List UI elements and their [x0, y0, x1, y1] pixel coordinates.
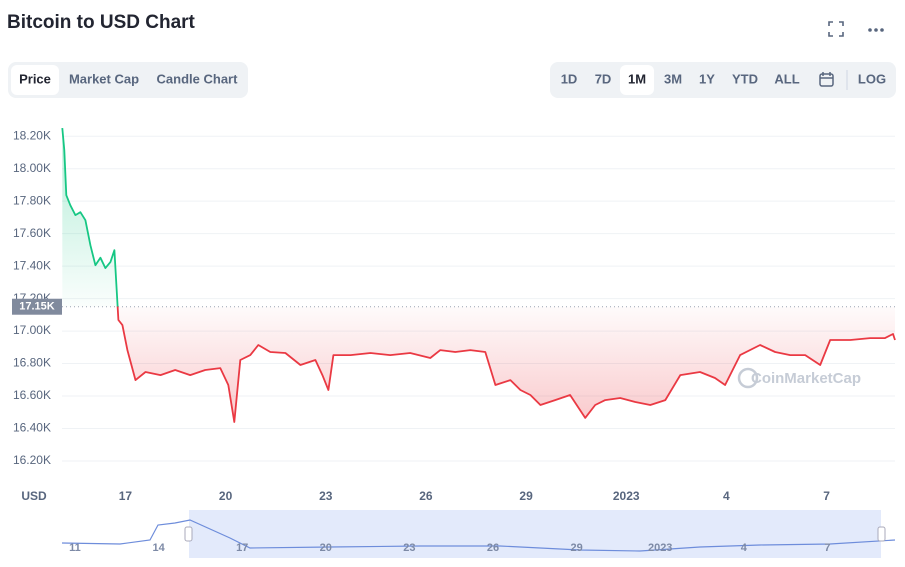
x-tick-label: 17 — [119, 489, 133, 503]
navigator-label: 26 — [487, 542, 499, 554]
x-tick-label: 29 — [519, 489, 533, 503]
range-button[interactable]: 1D — [561, 71, 578, 86]
navigator-line — [61, 519, 896, 552]
y-tick-label: 17.80K — [13, 193, 51, 207]
x-tick-label: 4 — [723, 489, 730, 503]
log-button[interactable]: LOG — [858, 71, 886, 86]
watermark: CoinMarketCap — [751, 370, 861, 387]
x-tick-label: 2023 — [613, 489, 640, 503]
reference-label: 17.15K — [19, 301, 55, 313]
price-line — [61, 128, 896, 423]
x-tick-label: 23 — [319, 489, 333, 503]
navigator-label: 14 — [152, 542, 165, 554]
calendar-icon[interactable] — [819, 72, 834, 87]
range-button[interactable]: 1Y — [699, 71, 715, 86]
navigator-handle[interactable] — [184, 526, 193, 542]
reference-badge — [12, 298, 62, 315]
navigator-label: 7 — [824, 542, 830, 554]
navigator-handle[interactable] — [877, 526, 886, 542]
y-tick-label: 16.60K — [13, 388, 51, 402]
tab-active — [11, 65, 59, 95]
range-button[interactable]: 7D — [595, 71, 612, 86]
y-tick-label: 17.40K — [13, 258, 51, 272]
tab[interactable]: Market Cap — [69, 71, 139, 86]
y-tick-label: 18.20K — [13, 128, 51, 142]
x-tick-label: 26 — [419, 489, 433, 503]
area — [62, 128, 896, 422]
fullscreen-icon[interactable] — [828, 21, 844, 37]
range-button[interactable]: 1M — [628, 71, 646, 86]
y-tick-label: 16.80K — [13, 356, 51, 370]
navigator-label: 2023 — [648, 542, 672, 554]
navigator-label: 20 — [320, 542, 332, 554]
more-icon[interactable] — [868, 28, 884, 32]
range-button[interactable]: ALL — [774, 71, 799, 86]
navigator-label: 17 — [236, 542, 248, 554]
navigator-label: 11 — [69, 542, 81, 554]
range-button[interactable]: YTD — [732, 71, 758, 86]
tab-group — [8, 62, 248, 98]
watermark-logo — [737, 367, 759, 389]
tab[interactable]: Price — [19, 71, 51, 86]
y-tick-label: 17.00K — [13, 323, 51, 337]
navigator-label: 23 — [403, 542, 415, 554]
y-tick-label: 17.60K — [13, 226, 51, 240]
x-tick-label: 7 — [823, 489, 830, 503]
y-tick-label: 18.00K — [13, 161, 51, 175]
navigator-label: 29 — [570, 542, 582, 554]
tab[interactable]: Candle Chart — [157, 71, 239, 86]
navigator-window[interactable] — [189, 510, 881, 558]
title: Bitcoin to USD Chart — [7, 12, 196, 33]
navigator-label: 4 — [741, 542, 748, 554]
range-button[interactable]: 3M — [664, 71, 682, 86]
y-axis-label: USD — [21, 489, 47, 503]
y-tick-label: 16.40K — [13, 421, 51, 435]
x-tick-label: 20 — [219, 489, 233, 503]
range-active — [620, 65, 654, 95]
y-tick-label: 16.20K — [13, 453, 51, 467]
